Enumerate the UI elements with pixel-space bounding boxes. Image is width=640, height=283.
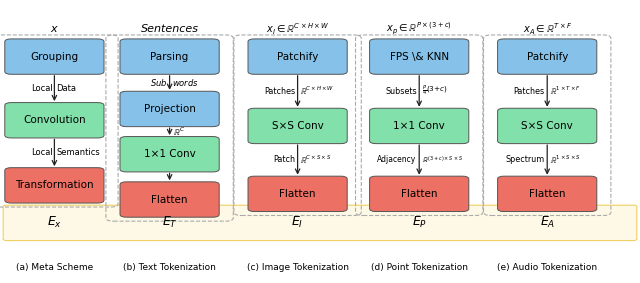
FancyBboxPatch shape [370, 176, 468, 212]
Text: $\mathbb{R}^{C\times H\times W}$: $\mathbb{R}^{C\times H\times W}$ [300, 85, 334, 97]
Text: (a) Meta Scheme: (a) Meta Scheme [16, 263, 93, 272]
Text: $E_T$: $E_T$ [162, 215, 177, 230]
Text: Flatten: Flatten [279, 189, 316, 199]
FancyBboxPatch shape [498, 39, 596, 74]
Text: $\mathbb{R}^{1\times T\times F}$: $\mathbb{R}^{1\times T\times F}$ [550, 85, 580, 97]
Text: (c) Image Tokenization: (c) Image Tokenization [246, 263, 349, 272]
FancyBboxPatch shape [370, 39, 468, 74]
FancyBboxPatch shape [5, 103, 104, 138]
Text: $\mathbb{R}^{1\times S\times S}$: $\mathbb{R}^{1\times S\times S}$ [550, 154, 580, 166]
Text: 1×1 Conv: 1×1 Conv [144, 149, 195, 159]
Text: $E_A$: $E_A$ [540, 215, 555, 230]
Text: Parsing: Parsing [150, 52, 189, 62]
Text: Flatten: Flatten [401, 189, 438, 199]
Text: Flatten: Flatten [529, 189, 566, 199]
Text: Flatten: Flatten [151, 194, 188, 205]
Text: Patch: Patch [273, 155, 295, 164]
FancyBboxPatch shape [248, 108, 347, 143]
Text: Convolution: Convolution [23, 115, 86, 125]
FancyBboxPatch shape [120, 136, 219, 172]
Text: Grouping: Grouping [30, 52, 79, 62]
Text: $\mathbb{R}^{C\times S\times S}$: $\mathbb{R}^{C\times S\times S}$ [300, 154, 332, 166]
Text: Transformation: Transformation [15, 180, 93, 190]
Text: $x_I \in \mathbb{R}^{C\times H\times W}$: $x_I \in \mathbb{R}^{C\times H\times W}$ [266, 21, 330, 37]
FancyBboxPatch shape [5, 168, 104, 203]
Text: Patchify: Patchify [277, 52, 318, 62]
Text: Subsets: Subsets [385, 87, 417, 96]
Text: (d) Point Tokenization: (d) Point Tokenization [371, 263, 468, 272]
Text: $x_A \in \mathbb{R}^{T\times F}$: $x_A \in \mathbb{R}^{T\times F}$ [523, 21, 572, 37]
Text: Spectrum: Spectrum [506, 155, 545, 164]
Text: $\mathbb{R}^{(3+c)\times S\times S}$: $\mathbb{R}^{(3+c)\times S\times S}$ [422, 154, 463, 166]
FancyBboxPatch shape [248, 39, 347, 74]
Text: Patchify: Patchify [527, 52, 568, 62]
Text: $\frac{P}{4}(3{+}c)$: $\frac{P}{4}(3{+}c)$ [422, 84, 447, 98]
Text: $x_p \in \mathbb{R}^{P\times(3+c)}$: $x_p \in \mathbb{R}^{P\times(3+c)}$ [387, 21, 452, 37]
Text: $Sub$: $Sub$ [150, 77, 168, 88]
Text: $E_I$: $E_I$ [291, 215, 304, 230]
Text: Patches: Patches [264, 87, 295, 96]
Text: 1×1 Conv: 1×1 Conv [394, 121, 445, 131]
Text: $\mathbb{R}^C$: $\mathbb{R}^C$ [173, 125, 185, 138]
Text: Local: Local [31, 84, 52, 93]
FancyBboxPatch shape [370, 108, 468, 143]
Text: (e) Audio Tokenization: (e) Audio Tokenization [497, 263, 597, 272]
Text: Semantics: Semantics [56, 148, 100, 157]
FancyBboxPatch shape [120, 182, 219, 217]
FancyBboxPatch shape [498, 108, 596, 143]
Text: S×S Conv: S×S Conv [522, 121, 573, 131]
Text: FPS \& KNN: FPS \& KNN [390, 52, 449, 62]
Text: S×S Conv: S×S Conv [272, 121, 323, 131]
Text: Projection: Projection [143, 104, 196, 114]
FancyBboxPatch shape [248, 176, 347, 212]
Text: Adjacency: Adjacency [378, 155, 417, 164]
Text: Data: Data [56, 84, 76, 93]
Text: Patches: Patches [513, 87, 545, 96]
FancyBboxPatch shape [498, 176, 596, 212]
Text: Sentences: Sentences [141, 24, 198, 34]
Text: $words$: $words$ [172, 77, 198, 88]
FancyBboxPatch shape [5, 39, 104, 74]
FancyBboxPatch shape [120, 39, 219, 74]
Text: (b) Text Tokenization: (b) Text Tokenization [123, 263, 216, 272]
FancyBboxPatch shape [3, 205, 637, 241]
Text: $x$: $x$ [50, 24, 59, 34]
Text: $E_x$: $E_x$ [47, 215, 62, 230]
Text: $E_P$: $E_P$ [412, 215, 427, 230]
FancyBboxPatch shape [120, 91, 219, 127]
Text: Local: Local [31, 148, 52, 157]
